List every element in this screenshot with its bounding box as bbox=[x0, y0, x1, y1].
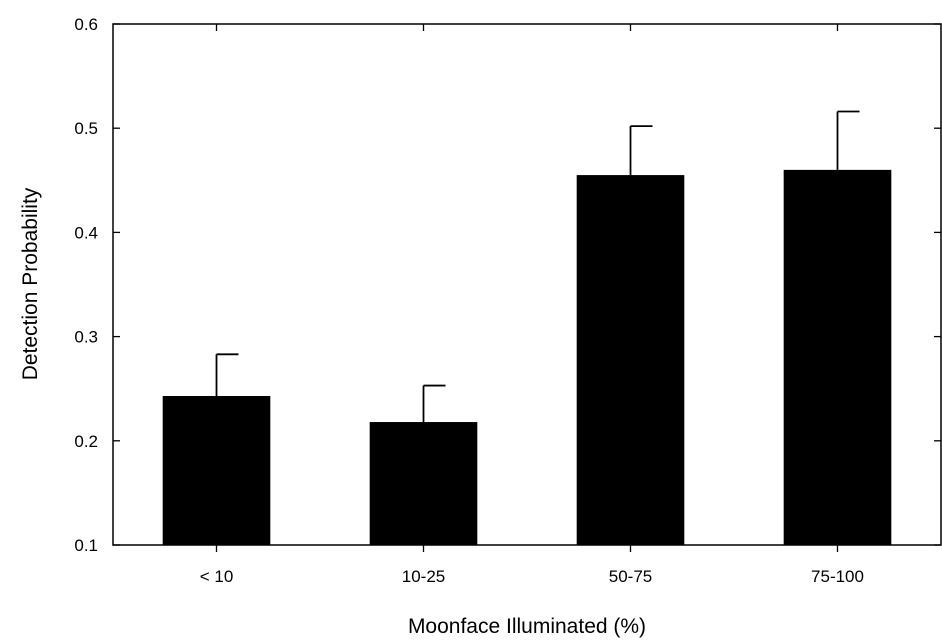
bar bbox=[162, 395, 271, 545]
y-axis-label: Detection Probability bbox=[19, 187, 42, 380]
error-bars bbox=[215, 110, 860, 423]
x-tick-label: 75-100 bbox=[811, 567, 864, 586]
x-tick-label: < 10 bbox=[200, 567, 234, 586]
x-axis-label: Moonface Illuminated (%) bbox=[408, 615, 646, 638]
bar bbox=[783, 169, 892, 545]
bar bbox=[369, 422, 478, 545]
x-tick-label: 50-75 bbox=[609, 567, 652, 586]
x-tick-label: 10-25 bbox=[402, 567, 445, 586]
y-tick-label: 0.5 bbox=[74, 119, 98, 138]
y-tick-label: 0.4 bbox=[74, 223, 98, 242]
y-axis-ticks: 0.1 0.2 0.3 0.4 0.5 0.6 bbox=[74, 15, 941, 555]
y-tick-label: 0.2 bbox=[74, 432, 98, 451]
bars bbox=[162, 169, 892, 545]
bar bbox=[576, 175, 685, 545]
plot-frame bbox=[112, 23, 942, 546]
y-tick-label: 0.3 bbox=[74, 328, 98, 347]
y-tick-label: 0.1 bbox=[74, 536, 98, 555]
y-tick-label: 0.6 bbox=[74, 15, 98, 34]
x-axis-ticks: < 10 10-25 50-75 75-100 bbox=[200, 24, 864, 586]
